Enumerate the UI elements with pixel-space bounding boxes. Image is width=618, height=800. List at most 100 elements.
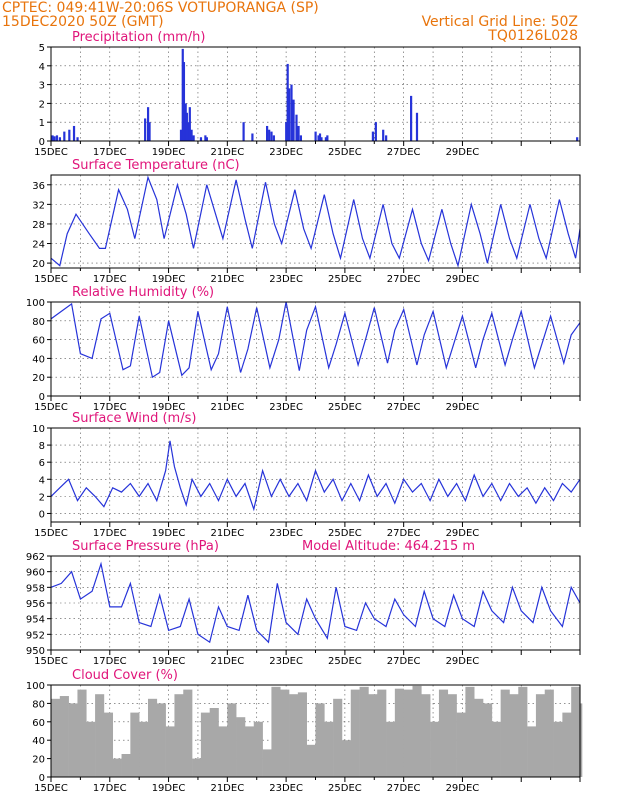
wind-ytick-label: 4 [39, 475, 45, 486]
cloud-cover-bar [377, 689, 387, 777]
cloud-cover-bar [350, 689, 360, 777]
precipitation-bar [192, 135, 195, 141]
precipitation-xtick-label: 29DEC [446, 147, 480, 158]
humidity-panel: 0 20 40 60 80 100 15DEC 17DEC 19DEC 21DEC 23DEC 25D… [26, 285, 581, 413]
humidity-xtick-label: 19DEC [152, 402, 186, 413]
temperature-frame [50, 174, 581, 269]
cloud-cover-bar [386, 721, 396, 777]
precipitation-ytick-label: 3 [39, 81, 45, 92]
cloud-cover-bar [147, 698, 158, 777]
temperature-ytick-label: 20 [32, 259, 45, 270]
temperature-xtick-label: 27DEC [387, 274, 421, 285]
precipitation-bar [285, 122, 288, 141]
pressure-frame [50, 555, 581, 651]
precipitation-bar [72, 125, 76, 141]
precipitation-bar [53, 136, 56, 141]
humidity-xtick-label: 21DEC [210, 402, 244, 413]
cloud-cover-bar [236, 717, 246, 777]
humidity-xtick-label: 23DEC [269, 402, 303, 413]
cloud-cover-bar [465, 686, 475, 777]
cloud-cover-bar [412, 685, 422, 777]
cloud-cover-bar [491, 721, 501, 777]
wind-frame [50, 427, 581, 523]
cloud-cover-ytick-label: 100 [26, 681, 45, 692]
cloud-cover-bar [544, 689, 554, 777]
precipitation-xtick-label: 15DEC [34, 147, 68, 158]
temperature-ytick-label: 24 [32, 240, 45, 251]
precipitation-bar [290, 84, 293, 141]
cloud-cover-bar [518, 686, 528, 777]
cloud-cover-bar [483, 703, 493, 777]
cloud-cover-bar [192, 758, 202, 777]
precipitation-ytick-label: 2 [39, 99, 45, 110]
wind-xtick-label: 19DEC [152, 528, 186, 539]
precipitation-bar [266, 125, 269, 141]
precipitation-bar [205, 137, 208, 141]
precipitation-bar [76, 137, 79, 141]
humidity-ytick-label: 60 [32, 336, 45, 347]
humidity-frame [50, 301, 581, 397]
cloud-cover-ytick-label: 60 [32, 718, 45, 729]
humidity-ytick-label: 100 [26, 298, 45, 309]
temperature-xtick-label: 21DEC [210, 274, 244, 285]
cloud-cover-ytick-label: 20 [32, 755, 45, 766]
temperature-ytick-label: 28 [32, 220, 45, 231]
precipitation-ytick-label: 0 [39, 137, 45, 148]
precipitation-bar [371, 131, 375, 141]
precipitation-xtick-label: 25DEC [328, 147, 362, 158]
cloud-cover-bar [86, 721, 96, 777]
humidity-ytick-label: 0 [39, 392, 45, 403]
wind-ytick-label: 10 [32, 424, 45, 435]
precipitation-bar [181, 48, 184, 141]
cloud-cover-bar [59, 696, 69, 777]
pressure-title: Surface Pressure (hPa) [72, 539, 219, 554]
cloud-cover-bar [77, 689, 87, 777]
cloud-cover-bar [315, 703, 325, 777]
cloud-cover-bar [289, 694, 299, 777]
cloud-cover-bar [209, 708, 219, 777]
cloud-cover-bar [271, 686, 281, 777]
temperature-title: Surface Temperature (nC) [72, 158, 240, 173]
cloud-cover-bar [297, 692, 307, 777]
pressure-ytick-label: 954 [26, 615, 45, 626]
cloud-cover-bar [535, 694, 546, 777]
precipitation-xtick-label: 27DEC [387, 147, 421, 158]
header-location: CPTEC: 049:41W-20:06S VOTUPORANGA (SP) [2, 0, 319, 16]
cloud-cover-bar [403, 689, 413, 777]
precipitation-bar [204, 135, 207, 141]
precipitation-xtick-label: 19DEC [152, 147, 186, 158]
humidity-series-line [50, 301, 581, 379]
wind-xtick-label: 23DEC [269, 528, 303, 539]
pressure-series-line [50, 561, 581, 644]
precipitation-frame [50, 46, 581, 142]
temperature-xtick-label: 17DEC [93, 274, 127, 285]
wind-xtick-label: 29DEC [446, 528, 480, 539]
cloud-cover-xtick-label: 17DEC [93, 783, 127, 794]
precipitation-bar [272, 135, 275, 141]
precipitation-bar [288, 88, 291, 141]
wind-xtick-label: 17DEC [93, 528, 127, 539]
cloud-cover-bar [121, 754, 131, 777]
cloud-cover-bar [253, 721, 263, 777]
precipitation-bar [410, 95, 413, 141]
wind-title: Surface Wind (m/s) [72, 411, 196, 426]
precipitation-bar [382, 129, 385, 141]
cloud-cover-bar [359, 686, 369, 777]
humidity-title: Relative Humidity (%) [72, 285, 214, 300]
cloud-cover-bar [183, 689, 193, 777]
pressure-xtick-label: 15DEC [34, 656, 68, 667]
humidity-ytick-label: 80 [32, 317, 45, 328]
precipitation-bar [187, 122, 190, 141]
cloud-cover-xtick-label: 19DEC [152, 783, 186, 794]
precipitation-bar [182, 62, 186, 141]
cloud-cover-bar [174, 694, 184, 777]
temperature-xtick-label: 15DEC [34, 274, 68, 285]
cloud-cover-xtick-label: 25DEC [328, 783, 362, 794]
humidity-xtick-label: 17DEC [93, 402, 127, 413]
precipitation-title: Precipitation (mm/h) [72, 30, 205, 45]
precipitation-bar [415, 112, 419, 141]
precipitation-bar [185, 112, 188, 141]
humidity-xtick-label: 15DEC [34, 402, 68, 413]
humidity-ytick-label: 20 [32, 373, 45, 384]
temperature-panel: 20 24 28 32 36 15DEC 17DEC 19DEC 21DEC 23DEC 25DEC… [32, 158, 581, 285]
